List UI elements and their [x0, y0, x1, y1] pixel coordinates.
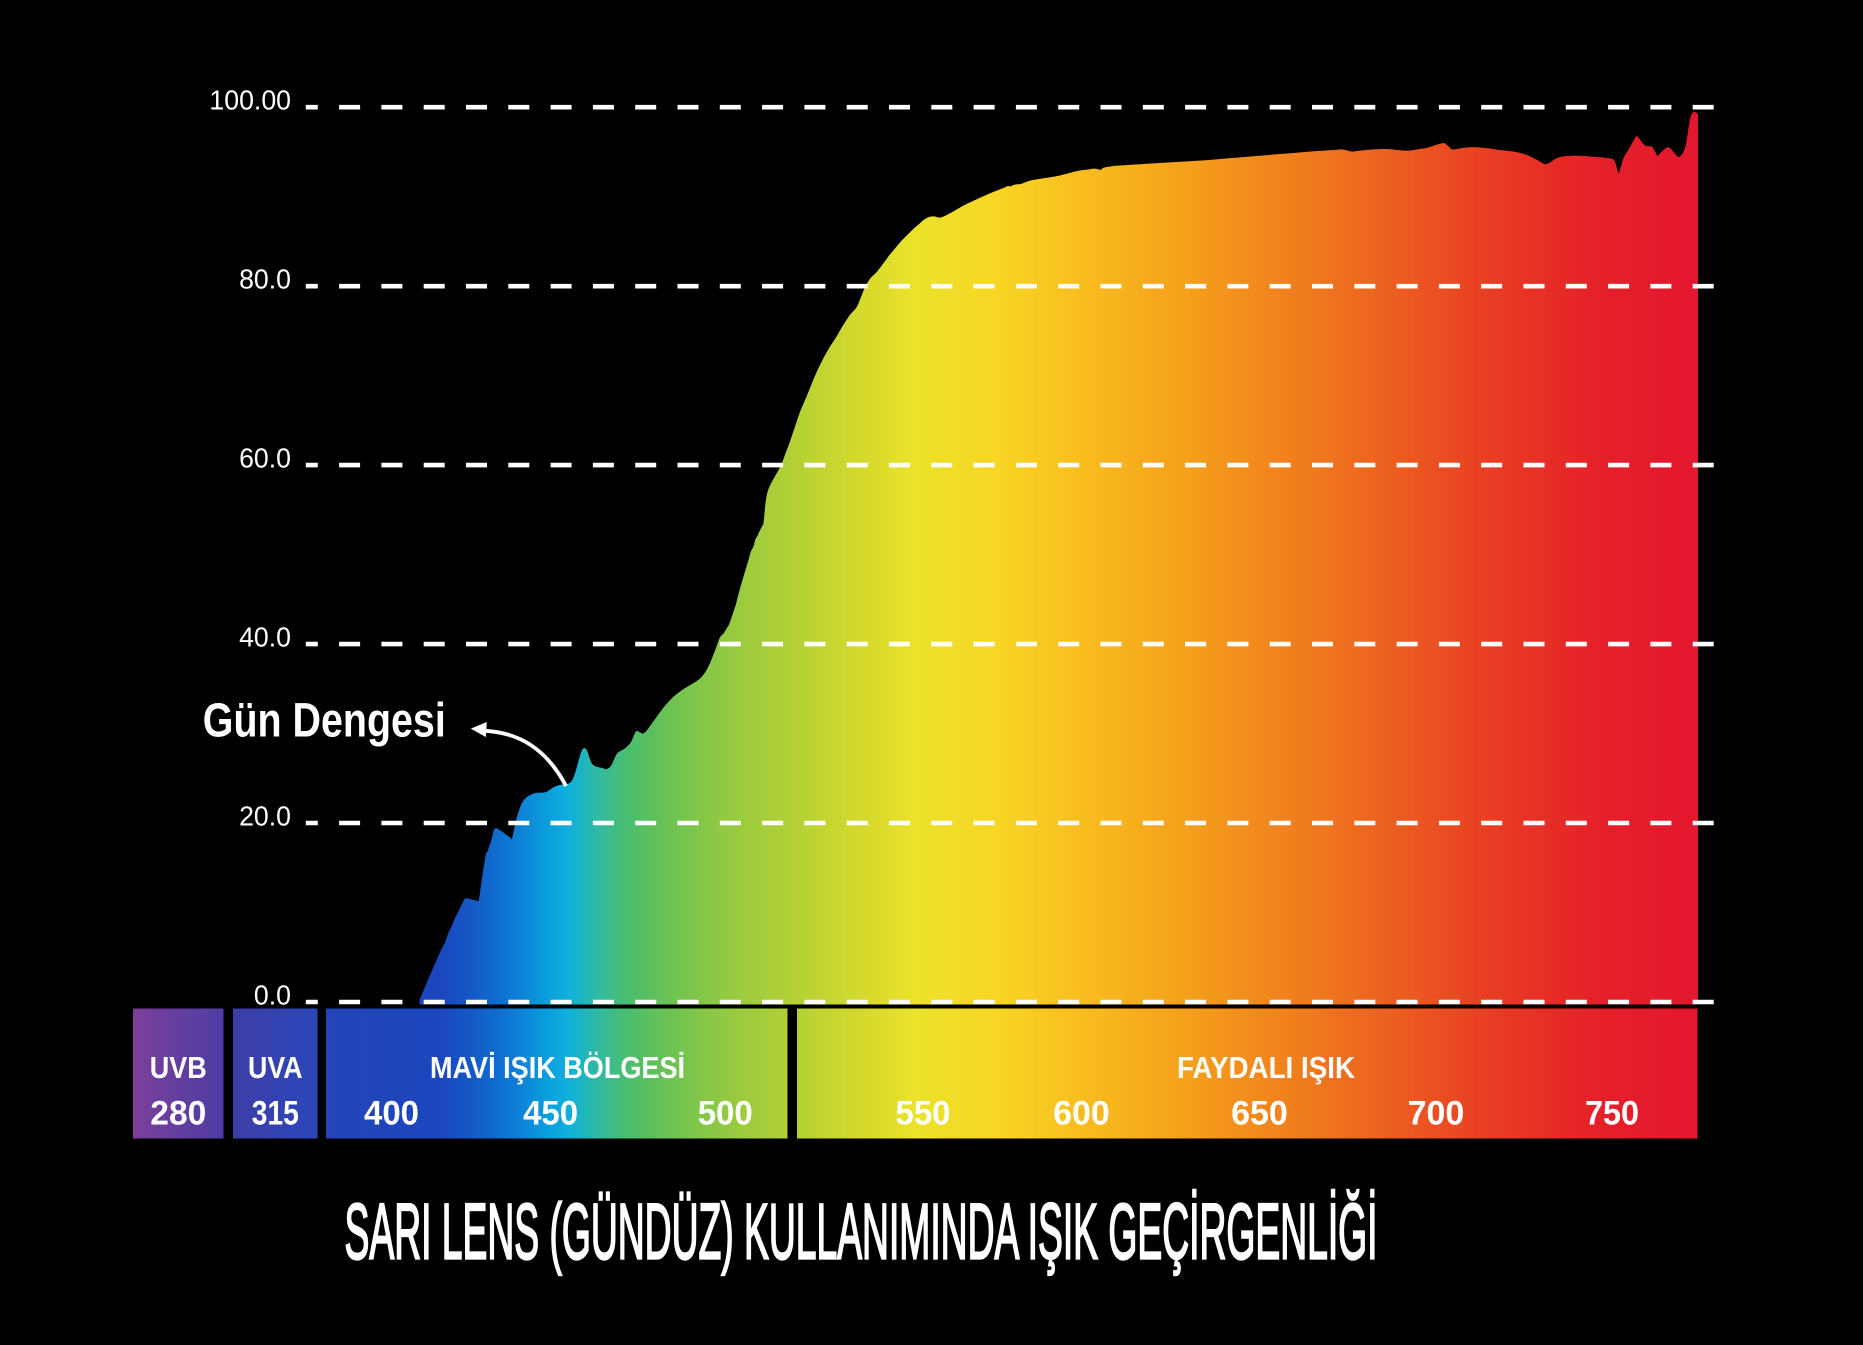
svg-text:550: 550 — [896, 1095, 951, 1133]
svg-text:750: 750 — [1585, 1095, 1639, 1133]
svg-text:100.00: 100.00 — [209, 85, 291, 116]
svg-text:SARI LENS (GÜNDÜZ) KULLANIMIND: SARI LENS (GÜNDÜZ) KULLANIMINDA IŞIK GEÇ… — [345, 1187, 1378, 1275]
svg-text:600: 600 — [1053, 1095, 1110, 1133]
svg-text:700: 700 — [1408, 1095, 1465, 1133]
svg-text:280: 280 — [150, 1095, 206, 1133]
svg-text:UVB: UVB — [150, 1050, 207, 1085]
svg-text:20.0: 20.0 — [239, 800, 291, 831]
svg-text:450: 450 — [523, 1095, 578, 1133]
svg-text:400: 400 — [364, 1095, 419, 1133]
svg-text:FAYDALI IŞIK: FAYDALI IŞIK — [1177, 1050, 1356, 1085]
svg-text:315: 315 — [252, 1095, 299, 1133]
svg-text:MAVİ IŞIK BÖLGESİ: MAVİ IŞIK BÖLGESİ — [430, 1050, 685, 1085]
svg-text:80.0: 80.0 — [239, 264, 291, 295]
svg-text:40.0: 40.0 — [239, 621, 291, 652]
svg-text:60.0: 60.0 — [239, 442, 291, 473]
svg-text:500: 500 — [698, 1095, 753, 1133]
svg-text:UVA: UVA — [248, 1050, 303, 1085]
svg-text:0.0: 0.0 — [254, 979, 291, 1010]
svg-text:650: 650 — [1231, 1095, 1288, 1133]
svg-text:Gün Dengesi: Gün Dengesi — [203, 695, 446, 748]
